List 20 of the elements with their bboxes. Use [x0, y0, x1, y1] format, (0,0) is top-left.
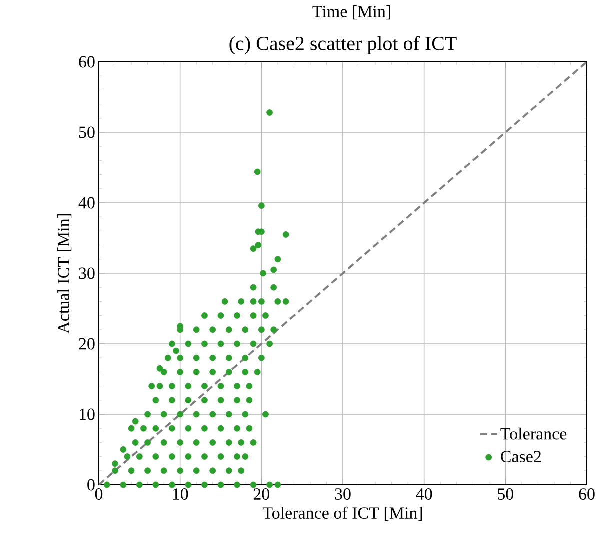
y-tick-label: 30 [79, 268, 95, 280]
y-tick-label: 10 [80, 408, 95, 420]
x-tick-label: 30 [335, 488, 351, 500]
x-tick-label: 20 [254, 488, 270, 500]
legend-label: Case2 [501, 451, 542, 463]
text: Time [Min] [312, 6, 390, 20]
y-tick-label: 50 [79, 126, 95, 138]
x-axis-title: Tolerance of ICT [Min] [262, 506, 422, 522]
y-tick-label: 40 [78, 197, 95, 209]
y-axis-title: Actual ICT [Min] [58, 214, 72, 334]
x-tick-label: 40 [416, 488, 432, 500]
x-tick-label: 50 [498, 488, 514, 500]
chart-title: (c) Case2 scatter plot of ICT [230, 36, 457, 54]
y-tick-label: 20 [79, 338, 95, 350]
legend-label: Tolerance [500, 428, 567, 440]
y-tick-label: 0 [88, 479, 95, 491]
y-tick-label: 60 [79, 56, 95, 68]
x-tick-label: 60 [579, 488, 595, 500]
x-tick-label: 10 [173, 488, 188, 500]
x-tick-label: 0 [95, 488, 103, 500]
